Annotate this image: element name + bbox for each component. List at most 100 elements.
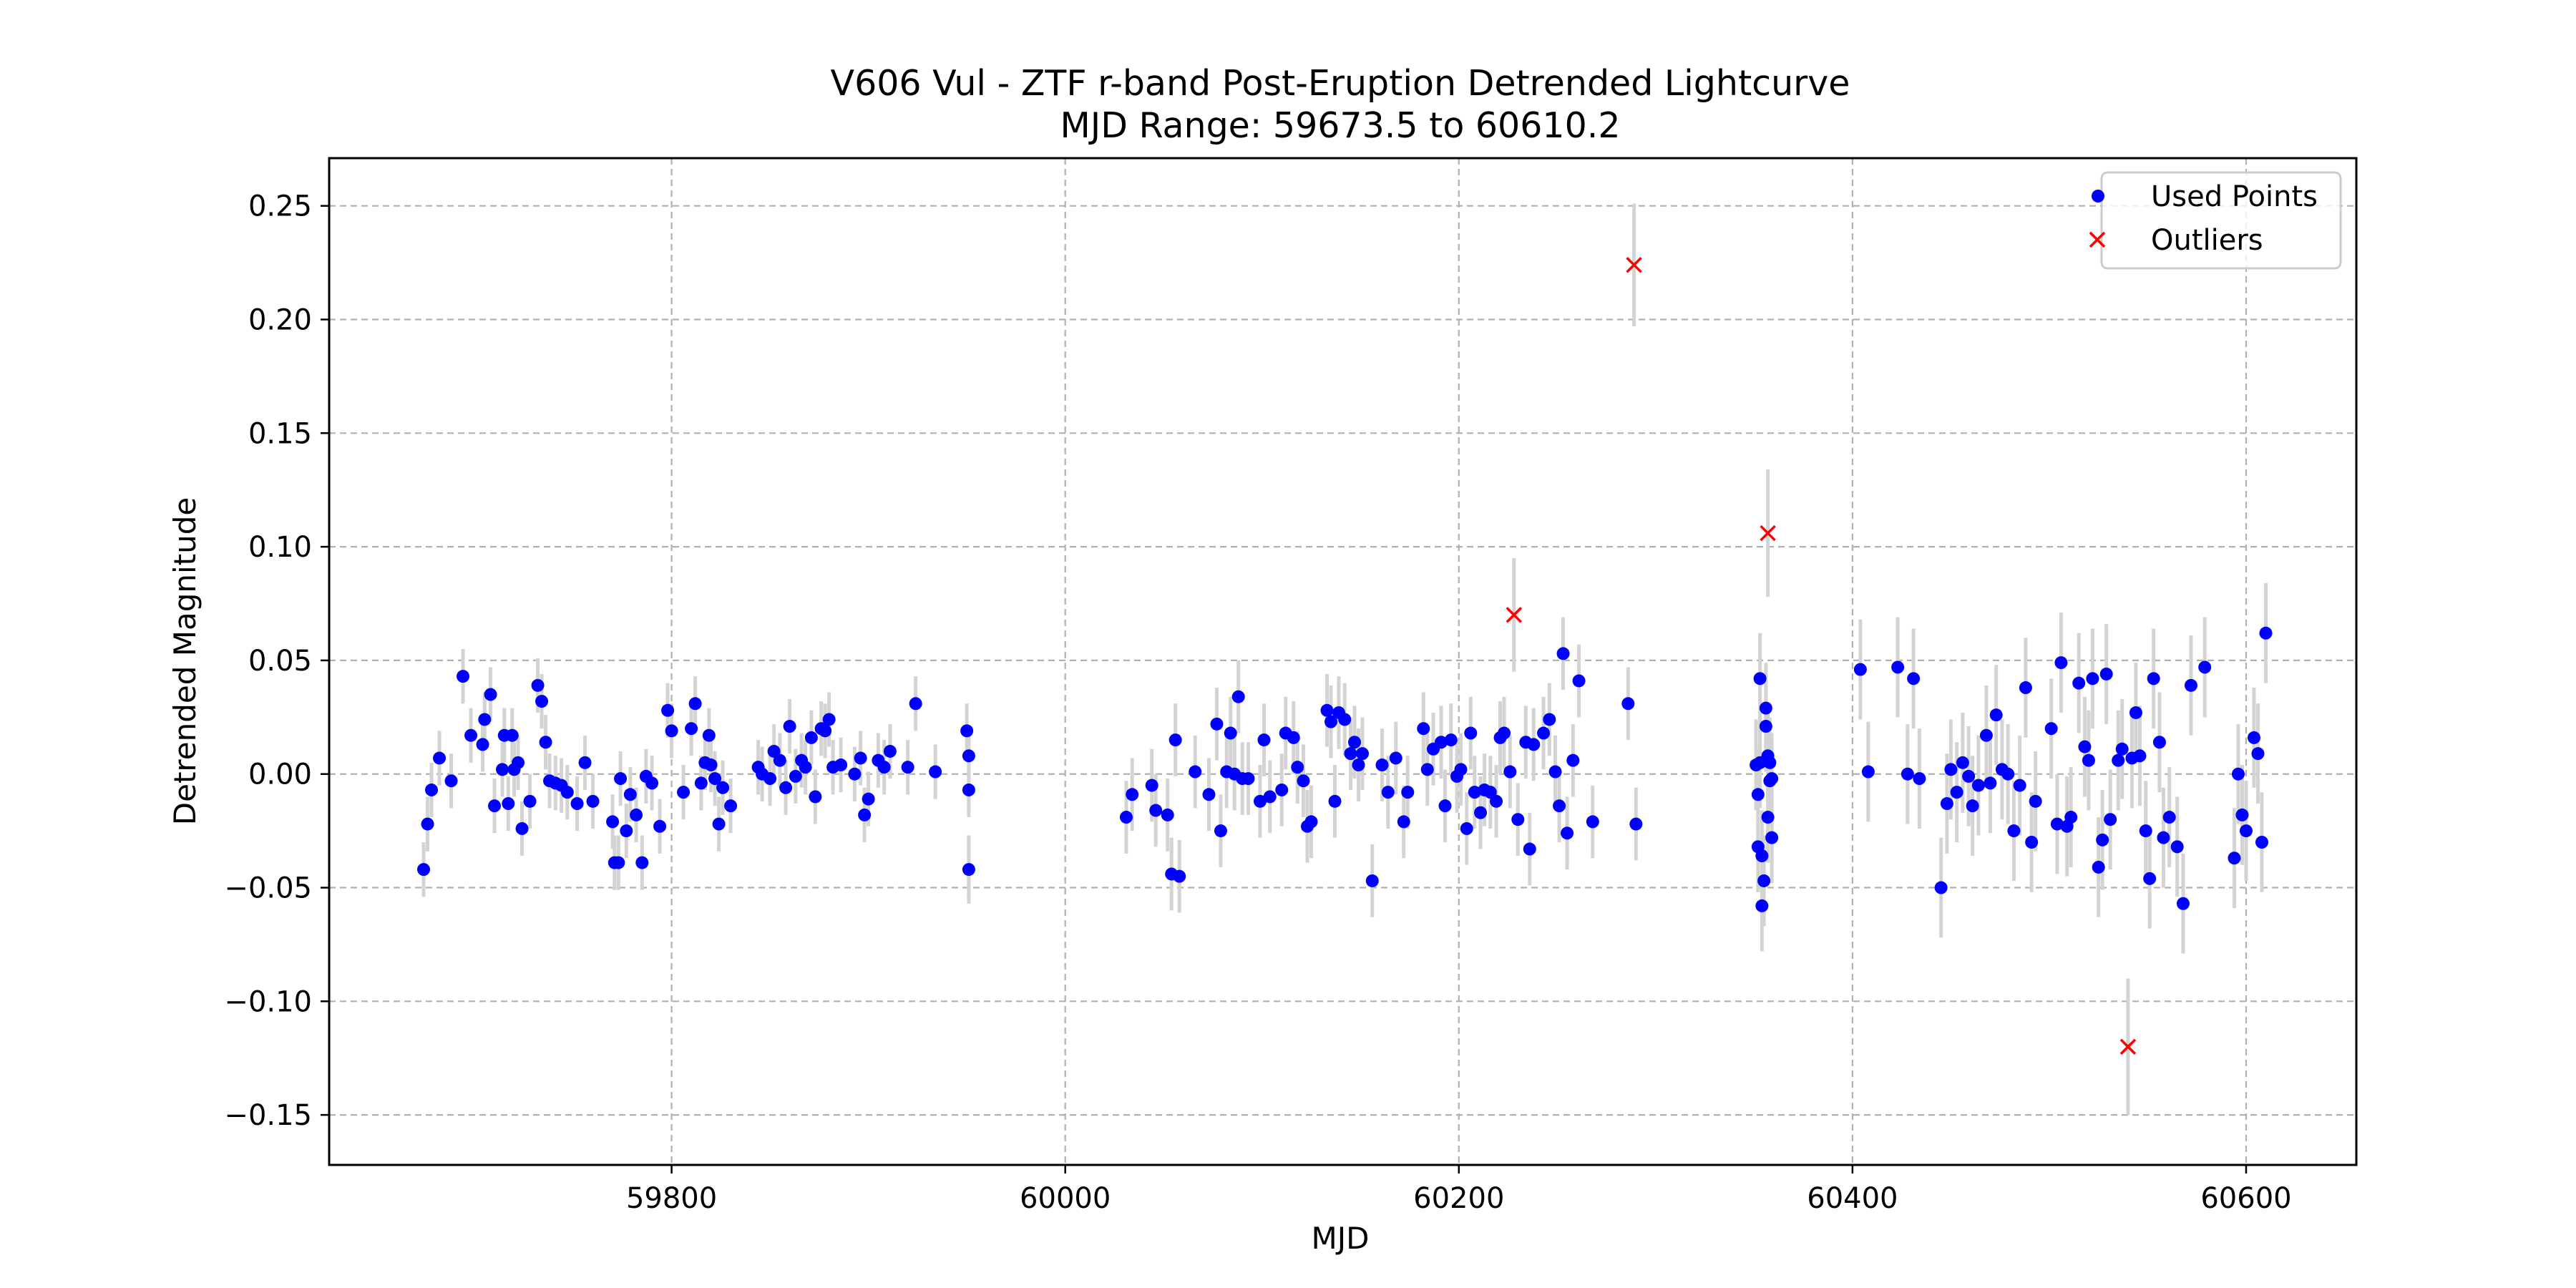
used-point (1381, 786, 1395, 799)
used-point (1287, 731, 1300, 744)
used-point (960, 724, 974, 738)
y-tick-label: 0.20 (248, 304, 312, 337)
used-point (1263, 790, 1277, 804)
used-point (476, 738, 489, 751)
plot-area-frame (328, 157, 2358, 1166)
x-axis-ticks: 59800 60000 60200 60400 60600 (626, 1165, 2292, 1215)
used-point (804, 731, 818, 744)
used-point (834, 758, 848, 772)
y-tick-label: 0.25 (248, 190, 312, 223)
used-point (929, 765, 942, 779)
used-point (1241, 772, 1255, 786)
used-point (708, 772, 722, 786)
used-point (1966, 799, 1979, 813)
used-point (1561, 826, 1574, 840)
used-point (1320, 703, 1334, 717)
outlier-point (1760, 525, 1776, 542)
used-point (773, 753, 786, 767)
used-point (685, 722, 698, 736)
used-point (421, 817, 434, 831)
used-point (883, 744, 897, 758)
used-point (1537, 726, 1551, 740)
used-point (2143, 872, 2157, 885)
used-point (862, 792, 875, 806)
used-point (783, 720, 796, 733)
used-point (1352, 758, 1365, 772)
used-point (539, 736, 552, 749)
used-point (1202, 788, 1216, 801)
used-point (2129, 706, 2142, 719)
used-point (704, 758, 718, 772)
used-point (1324, 715, 1337, 728)
used-point (2231, 767, 2245, 781)
chart-subtitle: MJD Range: 59673.5 to 60610.2 (1060, 105, 1620, 146)
used-point (909, 697, 922, 711)
used-point (1460, 821, 1473, 835)
used-point (1503, 765, 1517, 779)
used-point (425, 783, 439, 796)
used-point (2086, 672, 2099, 686)
y-tick-label: 0.15 (248, 417, 312, 450)
used-point (877, 761, 891, 774)
used-point (2147, 672, 2160, 686)
used-point (1291, 761, 1304, 774)
used-point (464, 728, 478, 742)
legend-marker-outliers (2089, 231, 2106, 248)
used-point (2001, 767, 2015, 781)
used-point (1891, 660, 1905, 674)
used-point (694, 776, 708, 790)
legend-marker-used-points (2092, 190, 2104, 203)
used-point (1169, 733, 1182, 747)
used-point (2104, 813, 2117, 826)
used-point (1344, 747, 1357, 761)
used-point (630, 808, 643, 821)
used-point (1751, 788, 1765, 801)
used-point (1759, 720, 1772, 733)
x-axis-label: MJD (1312, 1221, 1370, 1256)
x-tick-label: 60400 (1807, 1182, 1898, 1215)
used-point (1765, 831, 1779, 844)
used-point (2152, 736, 2166, 749)
used-point (635, 856, 649, 869)
used-point (2228, 852, 2241, 865)
used-point (2078, 740, 2092, 753)
used-point (1901, 767, 1914, 781)
used-point (1297, 774, 1310, 788)
legend: Used Points Outliers (2089, 171, 2342, 270)
used-point (677, 786, 691, 799)
used-point (417, 863, 431, 877)
used-point (858, 808, 872, 821)
used-point (2064, 811, 2078, 824)
used-point (1984, 776, 1997, 790)
used-point (457, 670, 470, 683)
used-point (1438, 799, 1452, 813)
used-point (2170, 840, 2184, 854)
used-point (724, 799, 738, 813)
y-tick-label: 0.05 (248, 645, 312, 678)
used-point (1356, 747, 1370, 761)
used-point (1548, 765, 1562, 779)
used-point (570, 797, 584, 811)
used-point (2007, 824, 2021, 838)
used-point (1483, 786, 1497, 799)
used-point (1498, 726, 1511, 740)
legend-label-outliers: Outliers (2151, 224, 2263, 257)
x-tick-label: 60000 (1020, 1182, 1111, 1215)
used-point (488, 799, 502, 813)
used-point (2198, 660, 2212, 674)
used-point (1464, 726, 1478, 740)
used-point (799, 761, 812, 774)
used-point (620, 824, 633, 838)
used-point (1586, 815, 1599, 829)
used-point (1454, 763, 1468, 776)
used-point (962, 863, 975, 877)
used-point (531, 678, 545, 692)
used-point (1556, 647, 1570, 660)
used-point (1365, 874, 1379, 887)
used-point (1328, 794, 1342, 808)
used-point (901, 761, 914, 774)
used-point (2025, 835, 2039, 849)
y-tick-label: −0.05 (224, 872, 312, 905)
used-point (665, 724, 678, 738)
used-point (2247, 731, 2260, 744)
